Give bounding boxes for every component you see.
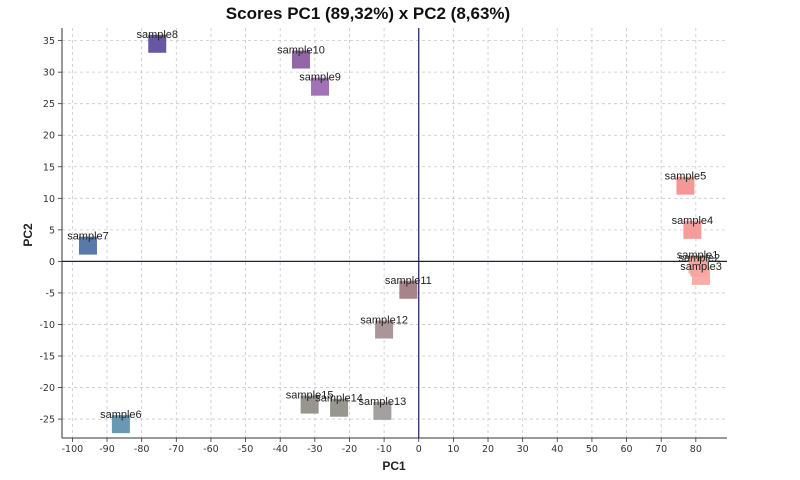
x-tick-label: -50 xyxy=(238,444,254,455)
x-tick-label: 20 xyxy=(482,444,494,455)
y-tick-label: 5 xyxy=(49,225,55,236)
label-sample4: sample4 xyxy=(672,215,714,227)
label-sample13: sample13 xyxy=(359,396,407,408)
axes xyxy=(58,28,727,442)
x-tick-label: 60 xyxy=(621,444,633,455)
label-sample10: sample10 xyxy=(277,45,325,57)
x-tick-label: -70 xyxy=(169,444,185,455)
y-tick-label: -10 xyxy=(39,320,55,331)
point-sample3 xyxy=(692,266,711,285)
label-sample14: sample14 xyxy=(315,393,363,405)
x-tick-label: 80 xyxy=(690,444,702,455)
y-tick-label: 30 xyxy=(43,68,55,79)
x-tick-label: 40 xyxy=(551,444,563,455)
point-sample8 xyxy=(148,34,167,53)
point-sample14 xyxy=(330,398,349,417)
label-sample9: sample9 xyxy=(299,72,341,84)
x-tick-label: 10 xyxy=(447,444,459,455)
x-tick-label: 70 xyxy=(655,444,667,455)
point-sample13 xyxy=(373,401,392,420)
x-tick-label: -60 xyxy=(203,444,219,455)
chart-title: Scores PC1 (89,32%) x PC2 (8,63%) xyxy=(226,4,510,23)
label-sample15: sample15 xyxy=(286,390,334,402)
label-sample6: sample6 xyxy=(100,409,142,421)
x-tick-label: -30 xyxy=(307,444,323,455)
y-tick-label: 15 xyxy=(43,162,55,173)
x-tick-label: -80 xyxy=(134,444,150,455)
y-tick-label: 20 xyxy=(43,131,55,142)
y-tick-label: 35 xyxy=(43,36,55,47)
point-sample9 xyxy=(311,77,330,96)
y-axis-label: PC2 xyxy=(21,223,35,247)
y-tick-label: -20 xyxy=(39,383,55,394)
label-sample8: sample8 xyxy=(136,29,178,41)
point-sample11 xyxy=(399,280,418,299)
label-sample7: sample7 xyxy=(67,231,109,243)
y-tick-label: 0 xyxy=(49,257,55,268)
y-tick-label: -15 xyxy=(39,352,55,363)
point-sample4 xyxy=(683,220,702,239)
label-sample11: sample11 xyxy=(385,275,432,287)
x-tick-label: -40 xyxy=(272,444,288,455)
tick-labels: -100 -90 -80 -70 -60 -50 -40 -30 -20 -10 0 10 20 30 40… xyxy=(39,36,701,455)
label-sample1: sample1 xyxy=(677,250,719,262)
label-sample12: sample12 xyxy=(360,315,408,327)
point-sample10 xyxy=(291,50,310,69)
point-sample12 xyxy=(375,320,394,339)
point-sample15 xyxy=(300,395,319,414)
y-tick-label: 10 xyxy=(43,194,55,205)
x-tick-label: 0 xyxy=(416,444,422,455)
point-sample5 xyxy=(676,176,695,195)
y-tick-label: 25 xyxy=(43,99,55,110)
x-tick-label: -10 xyxy=(376,444,392,455)
x-tick-label: 30 xyxy=(517,444,529,455)
label-sample5: sample5 xyxy=(665,171,707,183)
point-sample6 xyxy=(111,415,130,434)
x-tick-label: -20 xyxy=(342,444,358,455)
y-tick-label: -25 xyxy=(39,415,55,426)
x-tick-label: -100 xyxy=(62,444,84,455)
point-sample7 xyxy=(78,236,97,255)
label-sample3: sample3 xyxy=(680,261,722,273)
x-tick-label: -90 xyxy=(99,444,115,455)
x-axis-label: PC1 xyxy=(382,459,406,473)
x-tick-label: 50 xyxy=(586,444,598,455)
y-tick-label: -5 xyxy=(46,288,55,299)
data-points xyxy=(78,34,711,434)
label-sample2: sample2 xyxy=(679,253,721,265)
grid-lines xyxy=(62,28,727,438)
